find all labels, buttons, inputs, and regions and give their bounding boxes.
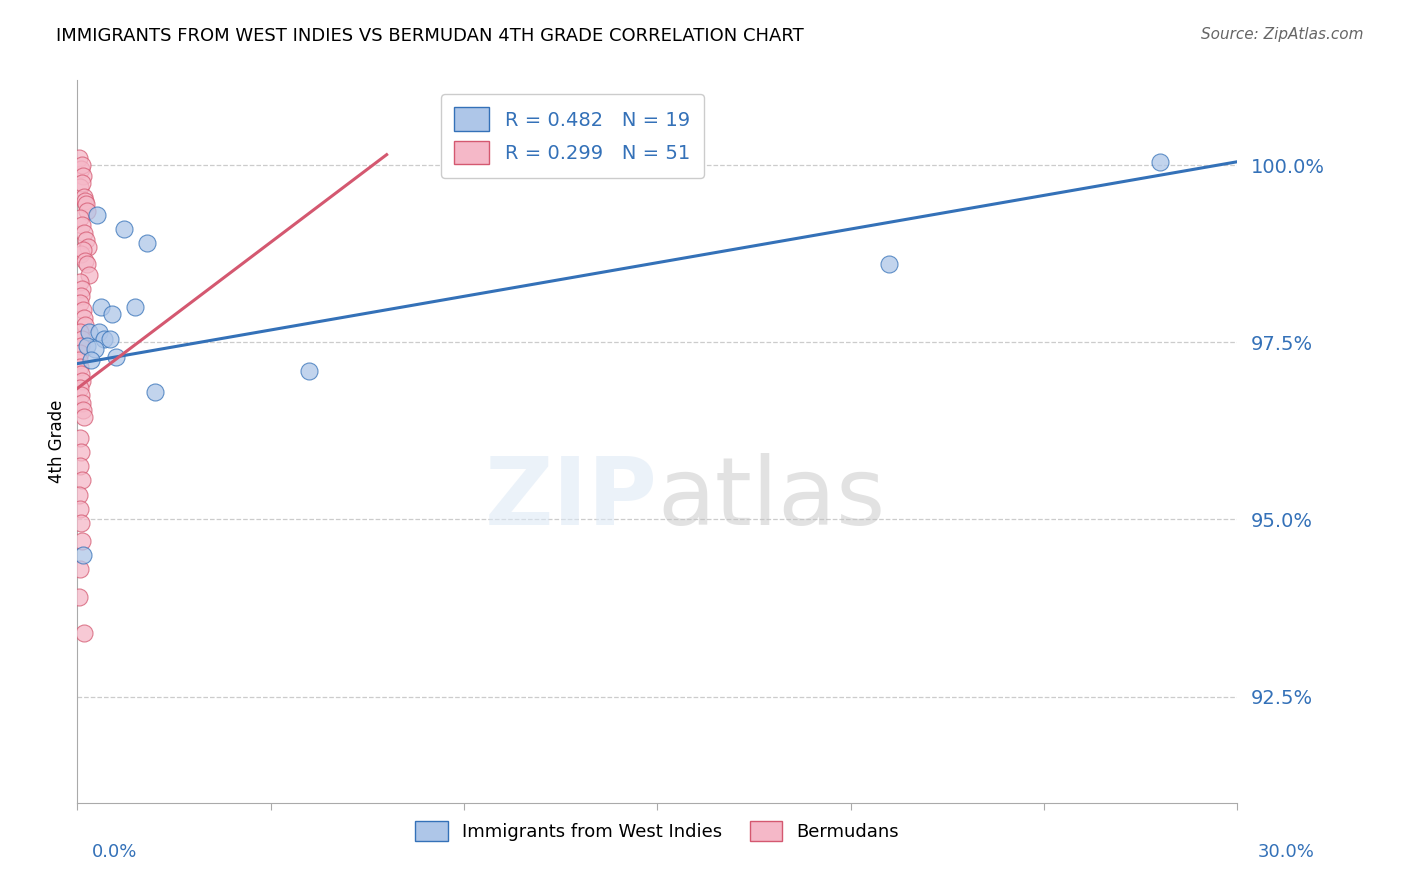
Y-axis label: 4th Grade: 4th Grade xyxy=(48,400,66,483)
Point xyxy=(90,300,111,314)
Point xyxy=(80,353,103,368)
Point xyxy=(1149,154,1171,169)
Point xyxy=(83,343,105,357)
Point xyxy=(77,240,100,254)
Legend: Immigrants from West Indies, Bermudans: Immigrants from West Indies, Bermudans xyxy=(408,814,907,848)
Text: 0.0%: 0.0% xyxy=(91,843,136,861)
Text: IMMIGRANTS FROM WEST INDIES VS BERMUDAN 4TH GRADE CORRELATION CHART: IMMIGRANTS FROM WEST INDIES VS BERMUDAN … xyxy=(56,27,804,45)
Point xyxy=(70,516,93,530)
Point xyxy=(93,332,115,346)
Point xyxy=(70,219,93,233)
Point xyxy=(73,409,96,424)
Point xyxy=(72,169,94,183)
Point xyxy=(70,395,93,409)
Point xyxy=(69,381,91,395)
Point xyxy=(70,158,93,172)
Text: ZIP: ZIP xyxy=(485,453,658,545)
Point xyxy=(877,257,901,271)
Point xyxy=(72,548,94,562)
Point xyxy=(70,388,93,402)
Point xyxy=(69,360,91,375)
Point xyxy=(70,282,93,296)
Point xyxy=(298,364,321,378)
Point xyxy=(143,384,166,399)
Point xyxy=(70,374,93,388)
Point xyxy=(67,488,90,502)
Point xyxy=(76,339,98,353)
Point xyxy=(70,161,93,176)
Point xyxy=(67,353,90,368)
Point xyxy=(69,346,91,360)
Point xyxy=(72,402,94,417)
Point xyxy=(69,431,91,445)
Point xyxy=(86,208,108,222)
Point xyxy=(135,236,157,251)
Point xyxy=(75,253,96,268)
Point xyxy=(73,625,96,640)
Point xyxy=(75,233,97,247)
Point xyxy=(69,501,91,516)
Point xyxy=(69,296,91,310)
Point xyxy=(73,226,96,240)
Point xyxy=(73,310,96,325)
Point xyxy=(69,459,91,474)
Point xyxy=(70,176,93,190)
Point xyxy=(87,325,110,339)
Point xyxy=(105,350,127,364)
Point xyxy=(98,332,121,346)
Point xyxy=(67,591,90,605)
Point xyxy=(124,300,146,314)
Point xyxy=(75,194,96,208)
Point xyxy=(67,151,90,165)
Point xyxy=(76,257,98,271)
Point xyxy=(73,190,96,204)
Text: 30.0%: 30.0% xyxy=(1258,843,1315,861)
Text: atlas: atlas xyxy=(658,453,886,545)
Point xyxy=(70,533,93,548)
Point xyxy=(70,289,93,303)
Point xyxy=(70,339,93,353)
Point xyxy=(70,368,93,382)
Point xyxy=(69,179,91,194)
Point xyxy=(69,211,91,226)
Point xyxy=(72,303,94,318)
Point xyxy=(77,325,100,339)
Point xyxy=(70,474,93,488)
Point xyxy=(69,325,91,339)
Point xyxy=(76,204,98,219)
Point xyxy=(101,307,124,321)
Point xyxy=(70,247,93,261)
Point xyxy=(69,275,91,289)
Point xyxy=(77,268,100,282)
Text: Source: ZipAtlas.com: Source: ZipAtlas.com xyxy=(1201,27,1364,42)
Point xyxy=(112,222,135,236)
Point xyxy=(75,197,97,211)
Point xyxy=(70,332,93,346)
Point xyxy=(72,244,94,258)
Point xyxy=(75,318,96,332)
Point xyxy=(70,445,93,459)
Point xyxy=(69,562,91,576)
